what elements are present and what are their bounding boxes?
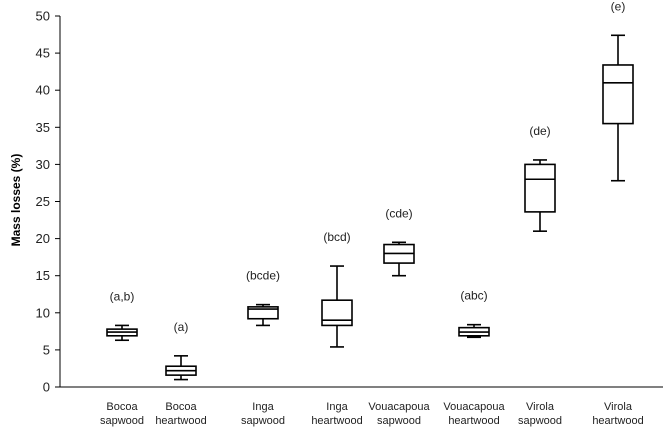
significance-label: (de): [529, 124, 550, 138]
iqr-box: [602, 64, 634, 125]
y-axis-label: Mass losses (%): [9, 154, 23, 247]
y-tick-label: 20: [36, 231, 50, 246]
significance-label: (bcde): [246, 269, 280, 283]
significance-label: (a,b): [110, 289, 135, 303]
category-label-line: heartwood: [592, 415, 643, 427]
y-tick-label: 0: [43, 380, 50, 395]
box-2: [165, 355, 197, 381]
category-label-line: sapwood: [241, 415, 285, 427]
category-label-line: heartwood: [448, 415, 499, 427]
category-label-line: Inga: [326, 401, 348, 413]
y-tick-label: 50: [36, 9, 50, 24]
y-tick-label: 40: [36, 83, 50, 98]
category-label: Virola heartwood: [592, 401, 643, 427]
y-tick-label: 30: [36, 157, 50, 172]
iqr-box: [524, 163, 556, 213]
group-labels: (a,b) (a) (bcde) (bcd) (cde) (abc) (de) (e): [110, 0, 626, 334]
y-tick-label: 45: [36, 46, 50, 61]
iqr-box: [247, 306, 279, 320]
category-label: Inga heartwood: [311, 401, 362, 427]
category-label-line: Bocoa: [165, 401, 197, 413]
category-label-line: sapwood: [377, 415, 421, 427]
y-tick-label: 15: [36, 268, 50, 283]
category-label: Inga sapwood: [241, 401, 285, 427]
category-label-line: sapwood: [100, 415, 144, 427]
category-label: Vouacapoua sapwood: [368, 401, 430, 427]
box-7: [524, 159, 556, 232]
significance-label: (cde): [385, 206, 412, 220]
significance-label: (bcd): [323, 230, 350, 244]
y-ticks: 0 5 10 15 20 25 30 35 40 45 50: [36, 9, 60, 395]
category-label-line: Vouacapoua: [368, 401, 430, 413]
box-8: [602, 34, 634, 182]
significance-label: (abc): [460, 289, 487, 303]
category-label: Virola sapwood: [518, 401, 562, 427]
category-label-line: Inga: [252, 401, 274, 413]
y-tick-label: 25: [36, 194, 50, 209]
category-label: Vouacapoua heartwood: [443, 401, 505, 427]
category-label-line: Virola: [526, 401, 555, 413]
category-label-line: sapwood: [518, 415, 562, 427]
box-4: [321, 265, 353, 348]
category-label-line: heartwood: [311, 415, 362, 427]
box-5: [383, 241, 415, 277]
category-label-line: Virola: [604, 401, 633, 413]
box-3: [247, 303, 279, 327]
category-label: Bocoa sapwood: [100, 401, 144, 427]
category-label-line: Vouacapoua: [443, 401, 505, 413]
y-tick-label: 10: [36, 305, 50, 320]
y-tick-label: 5: [43, 342, 50, 357]
box-6: [458, 323, 490, 339]
significance-label: (e): [611, 0, 626, 13]
boxes: [106, 34, 634, 381]
iqr-box: [321, 299, 353, 327]
category-label-line: Bocoa: [106, 401, 138, 413]
box-1: [106, 324, 138, 342]
significance-label: (a): [174, 320, 189, 334]
y-tick-label: 35: [36, 120, 50, 135]
category-label: Bocoa heartwood: [155, 401, 206, 427]
category-label-line: heartwood: [155, 415, 206, 427]
